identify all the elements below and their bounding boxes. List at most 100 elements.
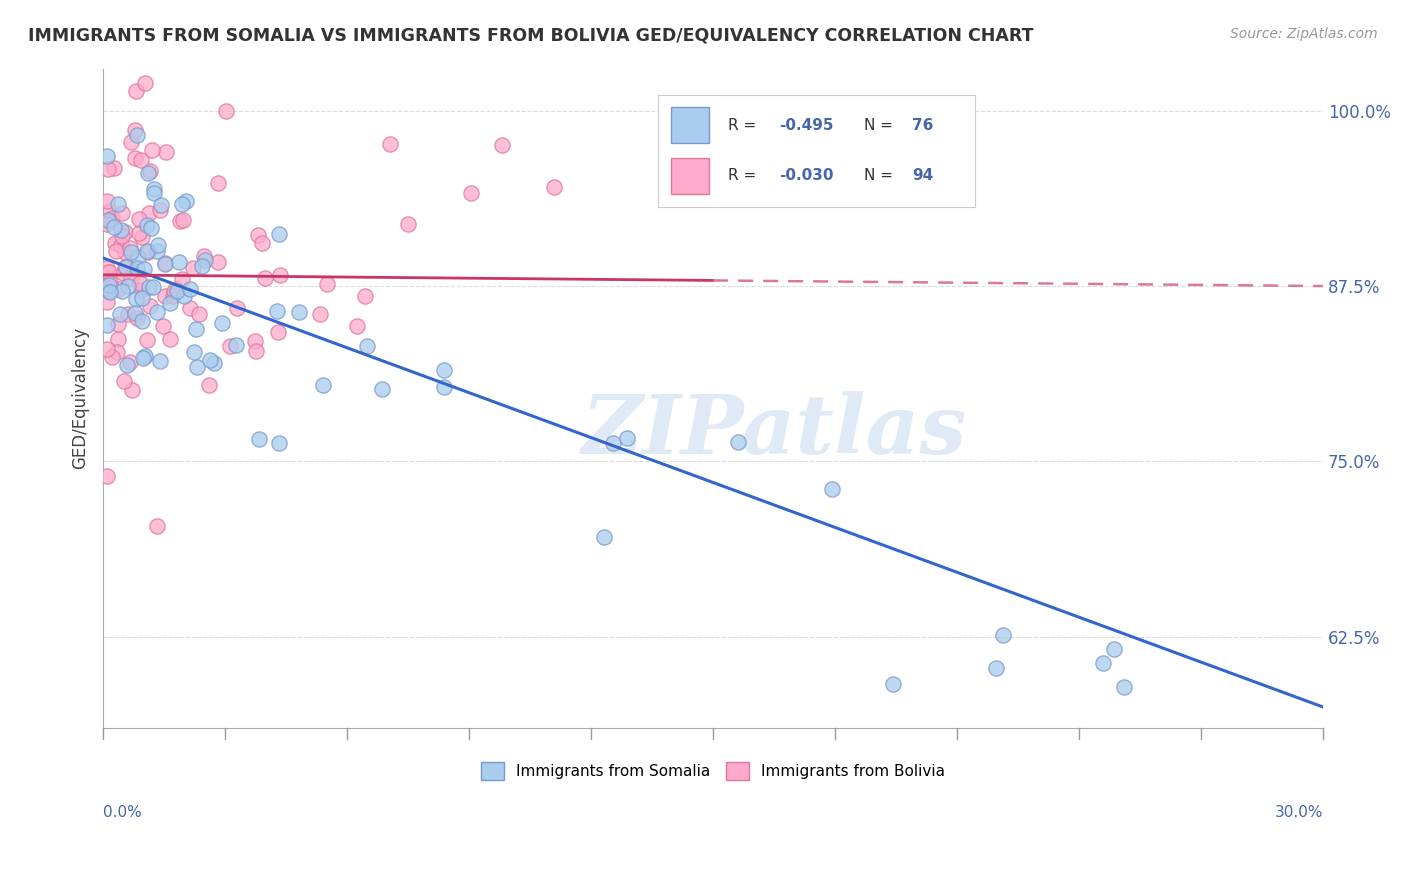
Point — [146, 519, 169, 533]
Point — [184, 322, 207, 336]
Point — [98, 212, 121, 227]
Point — [132, 261, 155, 276]
Point — [120, 244, 142, 259]
Point — [346, 319, 368, 334]
Point — [155, 145, 177, 159]
Point — [146, 238, 169, 252]
Point — [127, 250, 149, 264]
Point — [114, 260, 136, 274]
Point — [167, 255, 190, 269]
Text: 0.0%: 0.0% — [103, 805, 142, 821]
Point — [882, 677, 904, 691]
Point — [112, 375, 135, 389]
Point — [166, 284, 188, 298]
Point — [110, 238, 132, 252]
Point — [616, 431, 638, 445]
Point — [141, 143, 163, 157]
Point — [396, 218, 419, 232]
Point — [96, 261, 118, 276]
Point — [173, 289, 195, 303]
Point — [1114, 680, 1136, 694]
Point — [183, 345, 205, 359]
Point — [602, 436, 624, 450]
Point — [246, 227, 269, 242]
Point — [111, 266, 134, 280]
Point — [491, 138, 513, 153]
Point — [155, 257, 177, 271]
Point — [96, 342, 118, 356]
Point — [97, 277, 120, 292]
Point — [98, 204, 121, 219]
Point — [107, 196, 129, 211]
Y-axis label: GED/Equivalency: GED/Equivalency — [72, 327, 89, 469]
Point — [245, 344, 267, 359]
Point — [187, 307, 209, 321]
Point — [254, 271, 277, 285]
Point — [131, 229, 153, 244]
Point — [179, 301, 201, 316]
Point — [134, 76, 156, 90]
Point — [115, 358, 138, 372]
Point — [316, 277, 339, 291]
Point — [96, 278, 118, 293]
Point — [131, 291, 153, 305]
Point — [136, 244, 159, 258]
Point — [1092, 656, 1115, 670]
Point — [129, 283, 152, 297]
Point — [134, 349, 156, 363]
Point — [97, 161, 120, 176]
Point — [117, 307, 139, 321]
Point — [111, 206, 134, 220]
Point — [821, 482, 844, 496]
Point — [152, 318, 174, 333]
Point — [98, 276, 121, 290]
Point — [139, 299, 162, 313]
Point — [105, 344, 128, 359]
Point — [984, 661, 1007, 675]
Point — [132, 351, 155, 365]
Point — [267, 227, 290, 242]
Point — [172, 212, 194, 227]
Point — [267, 325, 290, 339]
Point — [245, 334, 267, 348]
Point — [96, 149, 118, 163]
Point — [139, 221, 162, 235]
Point — [111, 284, 134, 298]
Point — [121, 383, 143, 397]
Point — [111, 229, 134, 244]
Point — [110, 223, 132, 237]
Point — [198, 378, 221, 392]
Point — [155, 289, 177, 303]
Point — [98, 265, 121, 279]
Point — [136, 245, 159, 260]
Point — [103, 219, 125, 234]
Point — [139, 164, 162, 178]
Point — [125, 260, 148, 275]
Point — [125, 292, 148, 306]
Point — [592, 530, 614, 544]
Point — [96, 217, 118, 231]
Point — [107, 332, 129, 346]
Legend: Immigrants from Somalia, Immigrants from Bolivia: Immigrants from Somalia, Immigrants from… — [475, 756, 950, 787]
Point — [219, 339, 242, 353]
Point — [433, 380, 456, 394]
Text: 30.0%: 30.0% — [1275, 805, 1323, 821]
Point — [135, 333, 157, 347]
Point — [214, 103, 236, 118]
Point — [108, 307, 131, 321]
Text: Source: ZipAtlas.com: Source: ZipAtlas.com — [1230, 27, 1378, 41]
Point — [460, 186, 482, 201]
Point — [181, 260, 204, 275]
Point — [149, 353, 172, 368]
Point — [207, 255, 229, 269]
Point — [159, 332, 181, 346]
Point — [114, 244, 136, 259]
Point — [249, 432, 271, 446]
Point — [96, 194, 118, 209]
Point — [107, 282, 129, 296]
Point — [96, 294, 118, 309]
Text: ZIPatlas: ZIPatlas — [582, 392, 967, 471]
Point — [125, 310, 148, 325]
Point — [159, 295, 181, 310]
Point — [131, 313, 153, 327]
